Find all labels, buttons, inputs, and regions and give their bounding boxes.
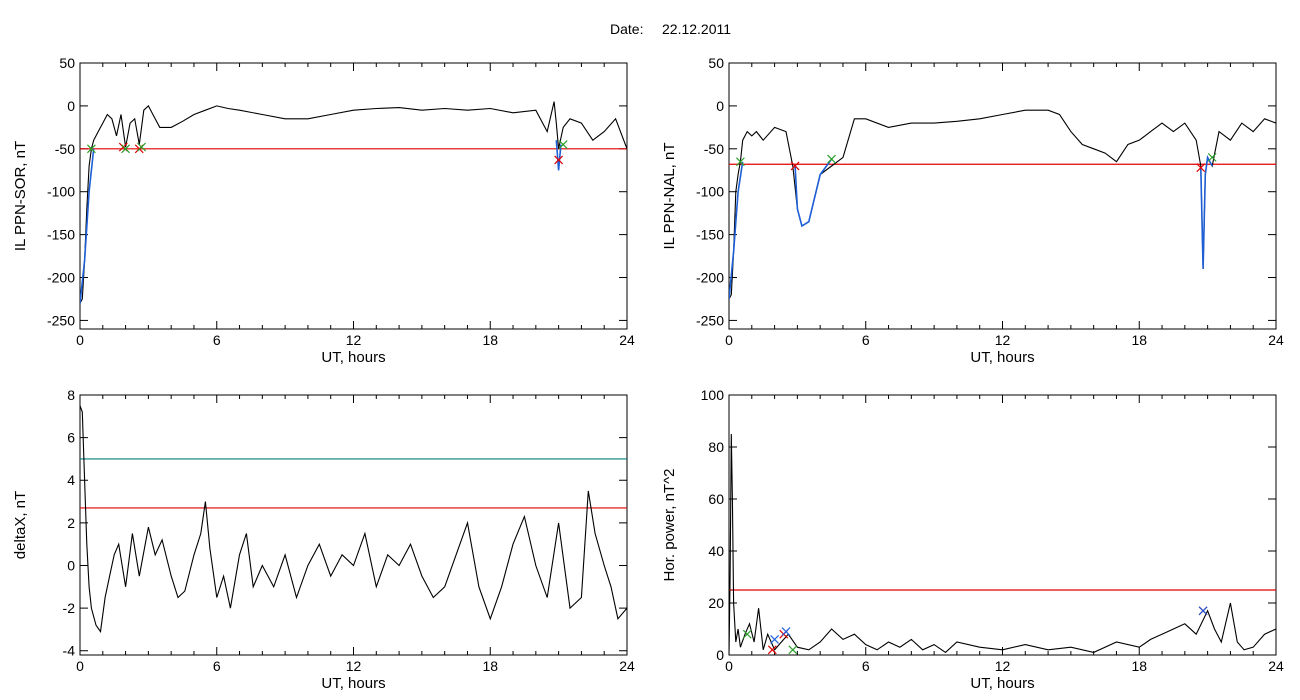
y-tick-label: 80: [708, 439, 724, 455]
y-tick-label: -2: [63, 600, 76, 616]
y-tick-label: 0: [67, 557, 75, 573]
series-line: [729, 433, 1276, 655]
plot-frame: [728, 62, 1277, 330]
chart-panel-3: 0 6 12 18 24 8 6 4 2 0 -2 -4 UT, hours deltaX, nT: [12, 387, 635, 692]
x-tick-label: 0: [725, 658, 733, 674]
highlight-segment: [1200, 154, 1213, 269]
event-marker: [1198, 606, 1208, 616]
series-line: [80, 101, 627, 304]
data-layer: [729, 433, 1276, 655]
chart-panel-4: 0 6 12 18 24 100 80 60 40 20 0 UT, hours Hor. power,…: [661, 387, 1284, 692]
y-tick-label: 100: [701, 387, 725, 403]
event-marker: [788, 645, 798, 655]
y-tick-label: 8: [67, 387, 75, 403]
x-tick-label: 24: [619, 658, 635, 674]
event-marker: [827, 154, 836, 164]
x-tick-label: 6: [862, 658, 870, 674]
y-tick-label: 2: [67, 515, 75, 531]
x-tick-label: 0: [76, 658, 84, 674]
data-layer: [80, 101, 627, 304]
y-tick-label: -4: [63, 643, 76, 659]
x-axis-label: UT, hours: [321, 675, 385, 692]
event-marker: [121, 144, 131, 154]
highlight-segment: [729, 161, 744, 300]
y-tick-label: 60: [708, 491, 724, 507]
y-tick-label: -200: [47, 270, 75, 286]
y-tick-label: -250: [47, 312, 75, 328]
x-tick-label: 18: [1131, 332, 1147, 348]
event-marker: [558, 140, 568, 149]
y-tick-label: -50: [55, 141, 75, 157]
event-marker: [137, 142, 146, 152]
x-tick-label: 6: [862, 332, 870, 348]
date-label: Date:: [610, 21, 643, 37]
x-tick-label: 0: [76, 332, 84, 348]
x-tick-label: 12: [995, 332, 1011, 348]
y-tick-label: -50: [704, 141, 724, 157]
event-marker: [1207, 152, 1217, 162]
data-layer: [729, 109, 1276, 300]
series-line: [80, 405, 627, 634]
y-tick-label: 0: [67, 98, 75, 114]
event-marker: [1196, 163, 1206, 173]
x-tick-label: 18: [482, 658, 498, 674]
x-tick-label: 24: [619, 332, 635, 348]
y-tick-label: -100: [47, 184, 75, 200]
plot-frame: [728, 394, 1277, 656]
event-marker: [781, 627, 791, 637]
y-tick-label: -200: [696, 270, 724, 286]
chart-panel-2: 0 6 12 18 24 50 0 -50 -100 -150 -200 -250 UT, hours I…: [661, 55, 1284, 366]
event-marker: [767, 645, 777, 655]
y-axis-label: deltaX, nT: [12, 491, 29, 559]
chart-panel-1: 0 6 12 18 24 50 0 -50 -100 -150 -200 -250 UT, hours I…: [12, 55, 635, 366]
plot-frame: [79, 62, 628, 330]
highlight-segment: [794, 158, 833, 228]
y-tick-label: -250: [696, 312, 724, 328]
x-tick-label: 24: [1268, 658, 1284, 674]
date-value: 22.12.2011: [662, 21, 731, 37]
event-marker: [554, 155, 564, 165]
y-axis-label: IL PPN-NAL, nT: [661, 143, 678, 250]
event-marker: [735, 157, 745, 167]
plot-frame: [79, 394, 628, 656]
y-axis-label: IL PPN-SOR, nT: [12, 141, 29, 251]
event-marker: [742, 629, 752, 639]
x-tick-label: 6: [213, 658, 221, 674]
x-tick-label: 0: [725, 332, 733, 348]
x-axis-label: UT, hours: [970, 349, 1034, 366]
y-tick-label: 50: [708, 55, 724, 71]
y-tick-label: 4: [67, 472, 75, 488]
x-tick-label: 18: [1131, 658, 1147, 674]
y-tick-label: -100: [696, 184, 724, 200]
event-marker: [770, 634, 780, 644]
series-line: [729, 109, 1276, 300]
y-tick-label: 40: [708, 543, 724, 559]
event-marker: [790, 161, 800, 171]
event-marker: [86, 144, 96, 154]
x-axis-label: UT, hours: [970, 675, 1034, 692]
y-tick-label: 0: [716, 647, 724, 663]
data-layer: [80, 405, 627, 634]
x-tick-label: 18: [482, 332, 498, 348]
y-tick-label: 6: [67, 430, 75, 446]
y-tick-label: -150: [696, 227, 724, 243]
x-tick-label: 12: [995, 658, 1011, 674]
y-tick-label: -150: [47, 227, 75, 243]
x-tick-label: 6: [213, 332, 221, 348]
y-axis-label: Hor. power, nT^2: [661, 469, 678, 582]
x-axis-label: UT, hours: [321, 349, 385, 366]
y-tick-label: 50: [59, 55, 75, 71]
y-tick-label: 20: [708, 595, 724, 611]
y-tick-label: 0: [716, 98, 724, 114]
highlight-segment: [555, 140, 562, 171]
x-tick-label: 12: [346, 658, 362, 674]
highlight-segment: [80, 148, 95, 304]
x-tick-label: 12: [346, 332, 362, 348]
x-tick-label: 24: [1268, 332, 1284, 348]
